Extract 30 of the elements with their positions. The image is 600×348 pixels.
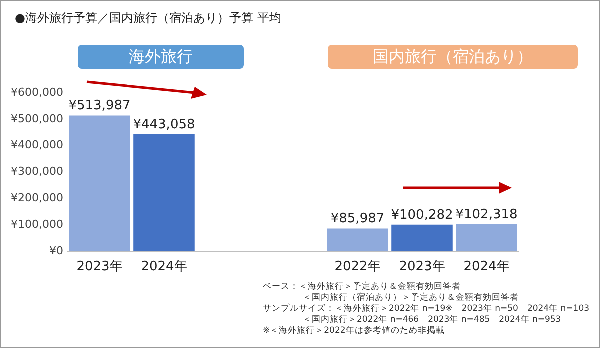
data-label: ¥443,058 (133, 117, 196, 132)
y-tick-label: ¥400,000 (10, 138, 64, 152)
bar (456, 224, 518, 252)
text: 国内旅行（宿泊あり） (328, 45, 578, 69)
x-tick-label: 2023年 (399, 260, 446, 275)
y-tick-label: ¥0 (49, 244, 64, 258)
x-tick-label: 2023年 (76, 260, 123, 275)
y-tick-label: ¥100,000 (10, 218, 64, 231)
text: ベース：＜海外旅行＞予定あり＆金額有効回答者 (263, 282, 462, 292)
y-tick-label: ¥200,000 (10, 191, 64, 204)
x-tick-label: 2024年 (464, 260, 510, 275)
data-label: ¥100,282 (391, 208, 454, 223)
bar (392, 224, 453, 252)
chart-title: ●海外旅行予算／国内旅行（宿泊あり）予算 平均 (15, 10, 282, 27)
text: ＜国内旅行＞2022年 n=466 2023年 n=485 2024年 n=953 (302, 315, 562, 326)
bar (134, 134, 195, 252)
data-label: ¥85,987 (330, 212, 385, 227)
text: 海外旅行 (78, 45, 244, 69)
bar (69, 116, 130, 252)
x-tick-label: 2022年 (334, 260, 381, 275)
data-label: ¥513,987 (68, 98, 131, 114)
y-tick-label: ¥500,000 (10, 112, 64, 126)
bar (327, 228, 388, 252)
text: ＜国内旅行（宿泊あり）＞予定あり＆金額有効回答者 (302, 293, 520, 304)
text: サンプルサイズ：＜海外旅行＞2022年 n=19※ 2023年 n=50 2024年 n=103 (263, 304, 590, 315)
data-label: ¥102,318 (456, 207, 518, 222)
text: ※＜海外旅行＞2022年は参考値のため非掲載 (263, 326, 446, 337)
x-tick-label: 2024年 (141, 260, 188, 275)
y-tick-label: ¥600,000 (10, 86, 64, 99)
y-tick-label: ¥300,000 (10, 165, 64, 178)
